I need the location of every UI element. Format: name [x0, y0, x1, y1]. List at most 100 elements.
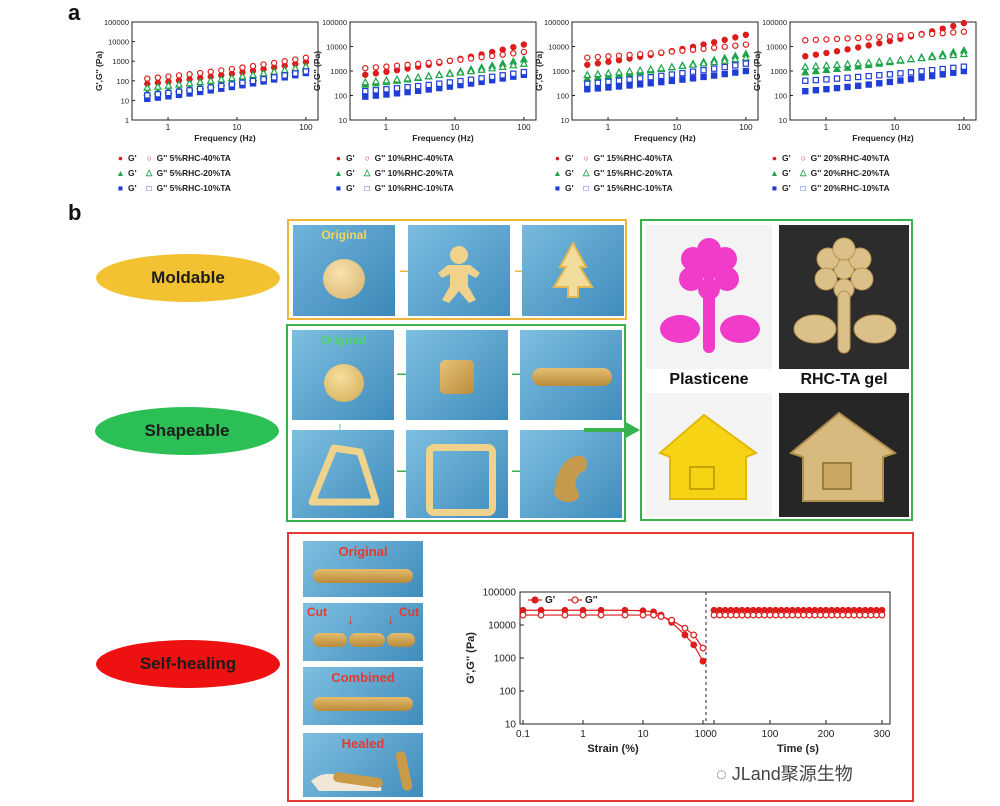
legend-chart-3: ● G' ○ G'' 15%RHC-40%TA ▲ G' △ G'' 15%RHC-20%TA… — [553, 150, 672, 195]
data-point — [446, 57, 454, 64]
square-ring — [426, 444, 496, 516]
legend-marker-icon — [531, 596, 539, 604]
data-point — [292, 56, 299, 63]
data-point — [960, 28, 968, 35]
data-point — [639, 611, 647, 619]
selfheal-combined-photo: Combined — [303, 667, 423, 725]
y-tick-label: 100 — [334, 92, 347, 101]
data-point — [488, 52, 496, 60]
data-point — [878, 611, 886, 619]
data-point — [259, 68, 268, 77]
tree-shape — [552, 240, 594, 298]
y-tick-label: 10000 — [108, 38, 129, 47]
data-point — [727, 611, 735, 619]
legend-marker-icon: △ — [145, 167, 153, 177]
legend-marker-icon: ▲ — [553, 167, 562, 178]
data-point — [731, 54, 740, 63]
data-point — [833, 35, 841, 43]
data-point — [667, 62, 676, 71]
data-point — [832, 64, 842, 73]
legend-marker-icon: □ — [583, 182, 589, 193]
y-tick-label: 100 — [774, 92, 787, 101]
data-point — [812, 36, 820, 44]
data-point — [646, 64, 655, 73]
data-point — [732, 34, 739, 41]
data-point — [605, 58, 612, 65]
data-point — [499, 72, 506, 79]
data-point — [424, 71, 433, 80]
legend-label: G'' 10%RHC-20%TA — [374, 167, 454, 178]
data-point — [477, 65, 486, 73]
data-point — [720, 56, 729, 64]
data-point — [679, 69, 686, 77]
dough-piece — [313, 633, 347, 647]
data-point — [812, 51, 820, 58]
data-point — [865, 42, 872, 49]
legend-label: G'' 20%RHC-40%TA — [810, 152, 890, 163]
data-point — [833, 84, 841, 92]
data-point — [772, 611, 780, 619]
data-point — [561, 611, 569, 619]
data-point — [519, 59, 528, 67]
data-point — [217, 74, 226, 83]
legend-marker-icon: ■ — [117, 182, 124, 193]
y-tick-label: 10 — [505, 720, 517, 731]
x-axis-label: Frequency (Hz) — [194, 133, 256, 143]
data-point — [886, 78, 894, 86]
data-point — [510, 70, 517, 77]
data-point — [626, 51, 633, 59]
data-point — [721, 43, 728, 50]
data-point — [864, 58, 873, 66]
selfheal-healed-photo: Healed — [303, 733, 423, 797]
data-point — [383, 91, 390, 98]
data-point — [907, 75, 915, 83]
legend-row: ▲ G' △ G'' 5%RHC-20%TA — [116, 165, 231, 180]
legend-chart-1: ● G' ○ G'' 5%RHC-40%TA ▲ G' △ G'' 5%RHC-20%TA ■ G… — [116, 150, 231, 195]
data-point — [907, 31, 915, 39]
data-point — [372, 87, 380, 94]
dough-rod — [313, 697, 413, 711]
data-point — [690, 641, 698, 649]
data-point — [856, 611, 864, 619]
data-point — [794, 611, 802, 619]
data-point — [594, 60, 602, 67]
data-point — [700, 66, 707, 74]
dough-piece — [349, 633, 385, 647]
moldable-frame: Original ⟶ ⟶ — [287, 219, 627, 320]
data-point — [615, 77, 623, 84]
data-point — [928, 52, 937, 61]
data-point — [519, 611, 527, 619]
frequency-sweep-charts: 1 10 100 1000 10000 100000 1 10 100 Frequency (Hz… — [94, 18, 977, 143]
data-point — [626, 76, 633, 83]
data-point — [218, 82, 225, 90]
x-tick-label: 0 — [711, 729, 717, 740]
data-point — [801, 62, 810, 70]
data-point — [939, 65, 946, 73]
data-point — [594, 53, 602, 61]
data-point — [520, 41, 528, 48]
x-tick-label: 10 — [890, 123, 899, 132]
data-point — [196, 69, 204, 77]
data-point — [657, 63, 666, 72]
x-tick-label: 100 — [762, 729, 779, 740]
data-point — [446, 79, 454, 86]
y-tick-label: 1000 — [770, 67, 787, 76]
x-tick-label: 100 — [299, 123, 313, 132]
dough-rod — [313, 569, 413, 583]
data-point — [270, 67, 279, 75]
legend-marker-icon: ● — [554, 152, 561, 163]
data-point — [144, 92, 151, 99]
data-point — [143, 83, 152, 91]
series-line — [523, 614, 704, 649]
data-point — [742, 41, 750, 48]
data-point — [812, 76, 820, 84]
data-point — [960, 63, 968, 70]
panel-a-label: a — [68, 0, 81, 25]
data-point — [843, 59, 852, 68]
data-point — [174, 80, 184, 88]
x-tick-label: 100 — [739, 123, 753, 132]
data-point — [260, 61, 267, 68]
data-point — [435, 70, 444, 79]
